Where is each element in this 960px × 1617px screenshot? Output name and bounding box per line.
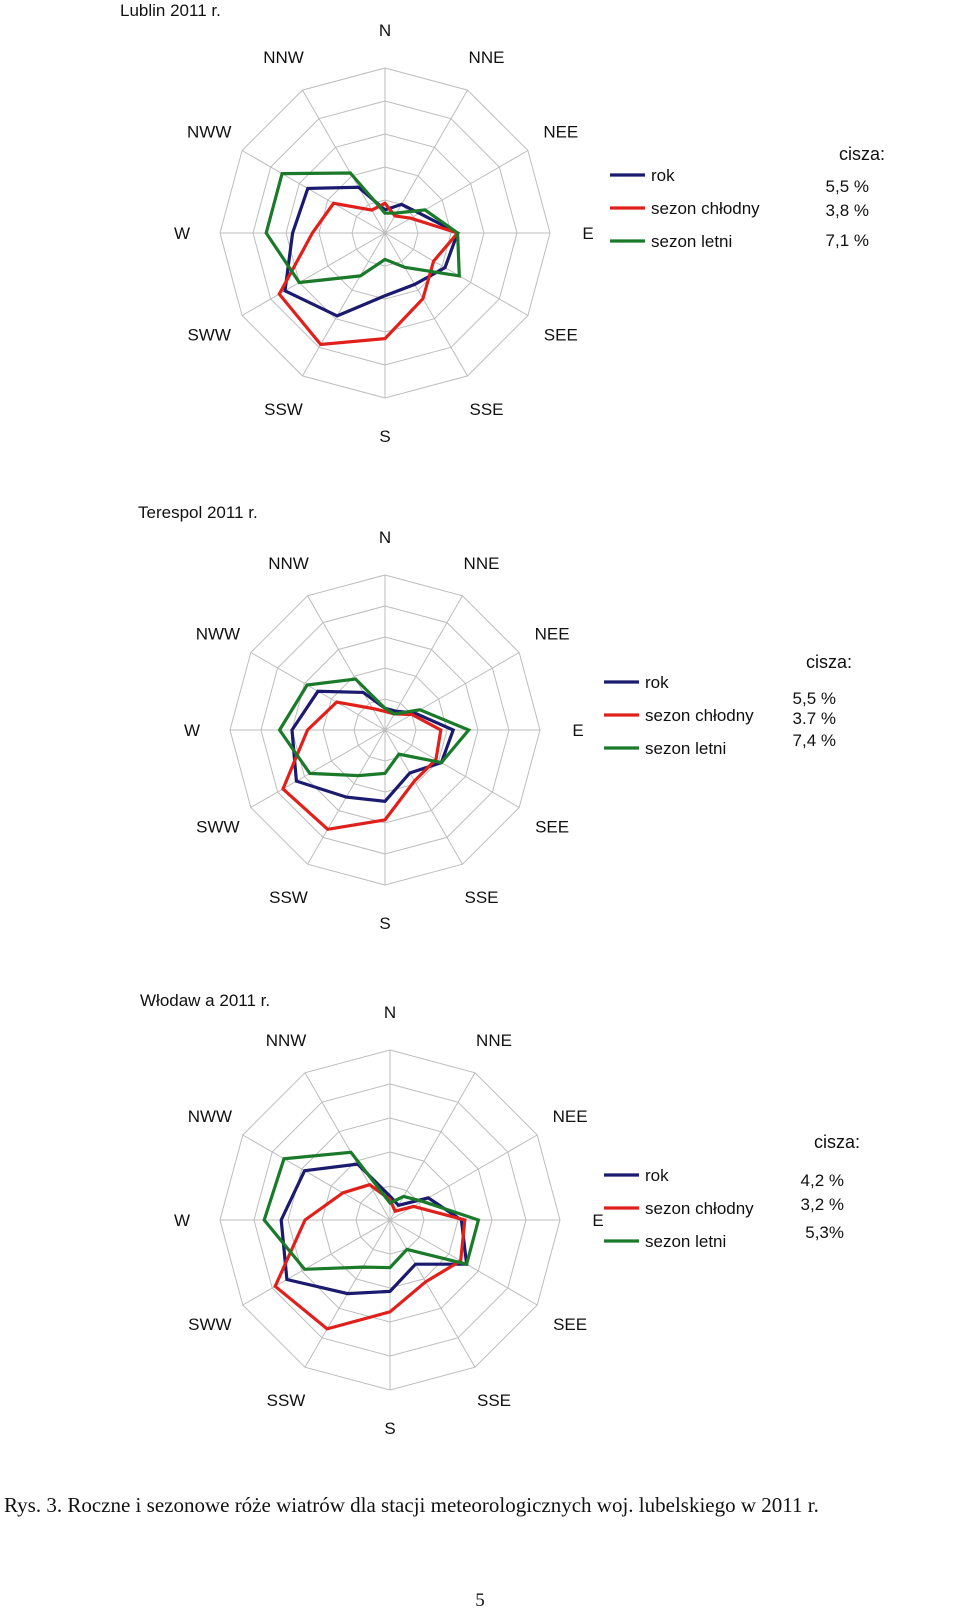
calm-label: cisza: bbox=[814, 1132, 860, 1152]
direction-label: NEE bbox=[553, 1107, 588, 1126]
calm-value: 5,3% bbox=[805, 1223, 844, 1242]
direction-label: SWW bbox=[187, 326, 230, 345]
direction-label: SSE bbox=[477, 1391, 511, 1410]
radar-chart-lublin: Lublin 2011 r. N NNE NEE E SEE SSE S SSW SWW W NWW N… bbox=[120, 1, 885, 446]
direction-label: SSE bbox=[469, 400, 503, 419]
calm-block: cisza: 5,5 % 3,8 % 7,1 % bbox=[826, 144, 885, 250]
legend-label: sezon letni bbox=[651, 232, 732, 251]
grid-spoke bbox=[384, 232, 468, 377]
grid-spoke bbox=[384, 89, 468, 234]
calm-value: 3,8 % bbox=[826, 201, 869, 220]
radar-chart-wlodawa: Włodaw a 2011 r. N NNE NEE E SEE SSE S SSW SWW W NW… bbox=[140, 991, 860, 1438]
calm-value: 4,2 % bbox=[801, 1171, 844, 1190]
series-line bbox=[290, 689, 456, 803]
grid-spoke bbox=[250, 729, 386, 808]
series-line bbox=[264, 171, 461, 285]
series-line bbox=[277, 201, 461, 347]
calm-value: 5,5 % bbox=[826, 177, 869, 196]
radar-grid bbox=[229, 574, 541, 886]
legend-label: sezon letni bbox=[645, 739, 726, 758]
legend-label: sezon chłodny bbox=[645, 706, 754, 725]
radar-grid bbox=[219, 1049, 561, 1391]
grid-spoke bbox=[242, 1134, 391, 1221]
calm-value: 7,4 % bbox=[793, 731, 836, 750]
chart-title: Włodaw a 2011 r. bbox=[140, 991, 270, 1010]
direction-label: NWW bbox=[196, 625, 240, 644]
direction-label: SSW bbox=[264, 400, 303, 419]
grid-spoke bbox=[304, 1072, 391, 1221]
direction-label: SSW bbox=[269, 888, 308, 907]
series-line bbox=[273, 1182, 467, 1331]
direction-label: SWW bbox=[196, 818, 239, 837]
series-line bbox=[279, 1162, 469, 1296]
direction-label: NNE bbox=[469, 48, 505, 67]
direction-label: NWW bbox=[187, 123, 231, 142]
calm-value: 3,2 % bbox=[801, 1195, 844, 1214]
calm-value: 7,1 % bbox=[826, 231, 869, 250]
grid-spoke bbox=[241, 150, 386, 234]
chart-title: Lublin 2011 r. bbox=[120, 1, 221, 20]
direction-label: S bbox=[379, 427, 390, 446]
page-number: 5 bbox=[475, 1590, 485, 1611]
calm-label: cisza: bbox=[806, 652, 852, 672]
direction-label: SWW bbox=[188, 1315, 231, 1334]
direction-label: NWW bbox=[188, 1107, 232, 1126]
direction-label: W bbox=[174, 224, 190, 243]
series-line bbox=[262, 1150, 481, 1271]
direction-label: SSW bbox=[267, 1391, 306, 1410]
chart-title: Terespol 2011 r. bbox=[138, 503, 258, 522]
series-line bbox=[283, 185, 460, 318]
legend-label: rok bbox=[645, 673, 669, 692]
direction-label: NNW bbox=[266, 1031, 307, 1050]
grid-spoke bbox=[384, 150, 529, 234]
direction-label: SEE bbox=[535, 818, 569, 837]
grid-spoke bbox=[384, 595, 463, 731]
direction-label: W bbox=[174, 1211, 190, 1230]
radar-grid bbox=[219, 67, 551, 399]
calm-value: 5,5 % bbox=[793, 689, 836, 708]
direction-label: N bbox=[379, 528, 391, 547]
legend-label: rok bbox=[645, 1166, 669, 1185]
direction-label: N bbox=[384, 1003, 396, 1022]
direction-label: NEE bbox=[543, 123, 578, 142]
grid-spoke bbox=[302, 232, 386, 377]
chart-legend: rok sezon chłodny sezon letni bbox=[610, 166, 760, 251]
grid-spoke bbox=[384, 729, 520, 808]
direction-label: N bbox=[379, 21, 391, 40]
direction-label: SSE bbox=[464, 888, 498, 907]
grid-spoke bbox=[389, 1219, 476, 1368]
chart-legend: rok sezon chłodny sezon letni bbox=[604, 1166, 754, 1251]
direction-label: E bbox=[572, 721, 583, 740]
direction-label: E bbox=[582, 224, 593, 243]
radar-chart-terespol: Terespol 2011 r. N NNE NEE E SEE SSE S SSW SWW W NW… bbox=[138, 503, 852, 933]
direction-label: NNE bbox=[476, 1031, 512, 1050]
grid-spoke bbox=[384, 652, 520, 731]
series-line bbox=[277, 677, 472, 778]
calm-block: cisza: 4,2 % 3,2 % 5,3% bbox=[801, 1132, 860, 1242]
grid-spoke bbox=[384, 729, 463, 865]
series-line bbox=[281, 700, 443, 832]
grid-spoke bbox=[241, 232, 386, 316]
direction-label: S bbox=[379, 914, 390, 933]
direction-label: SEE bbox=[553, 1315, 587, 1334]
calm-block: cisza: 5,5 %3.7 % 7,4 % bbox=[793, 652, 852, 750]
direction-label: NNW bbox=[263, 48, 304, 67]
legend-label: sezon chłodny bbox=[645, 1199, 754, 1218]
figure-caption: Rys. 3. Roczne i sezonowe róże wiatrów d… bbox=[4, 1493, 819, 1517]
legend-label: sezon letni bbox=[645, 1232, 726, 1251]
calm-label: cisza: bbox=[839, 144, 885, 164]
chart-legend: rok sezon chłodny sezon letni bbox=[604, 673, 754, 758]
direction-label: NNW bbox=[268, 554, 309, 573]
direction-label: W bbox=[184, 721, 200, 740]
direction-label: E bbox=[592, 1211, 603, 1230]
direction-label: SEE bbox=[544, 326, 578, 345]
direction-label: NNE bbox=[464, 554, 500, 573]
calm-value: 3.7 % bbox=[793, 709, 836, 728]
legend-label: sezon chłodny bbox=[651, 199, 760, 218]
direction-label: NEE bbox=[535, 625, 570, 644]
grid-spoke bbox=[302, 89, 386, 234]
grid-spoke bbox=[242, 1219, 391, 1306]
direction-label: S bbox=[384, 1419, 395, 1438]
legend-label: rok bbox=[651, 166, 675, 185]
